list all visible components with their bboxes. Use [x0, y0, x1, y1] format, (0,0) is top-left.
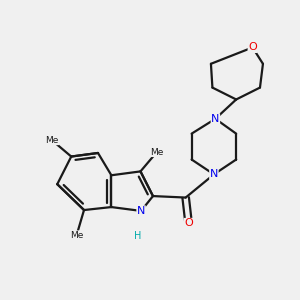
Text: Me: Me [70, 231, 83, 240]
Text: O: O [184, 218, 193, 228]
Text: O: O [248, 43, 257, 52]
Text: H: H [134, 231, 141, 241]
Text: Me: Me [45, 136, 58, 145]
Text: N: N [211, 114, 220, 124]
Text: Me: Me [150, 148, 164, 157]
Text: N: N [210, 169, 218, 179]
Text: N: N [137, 206, 145, 216]
